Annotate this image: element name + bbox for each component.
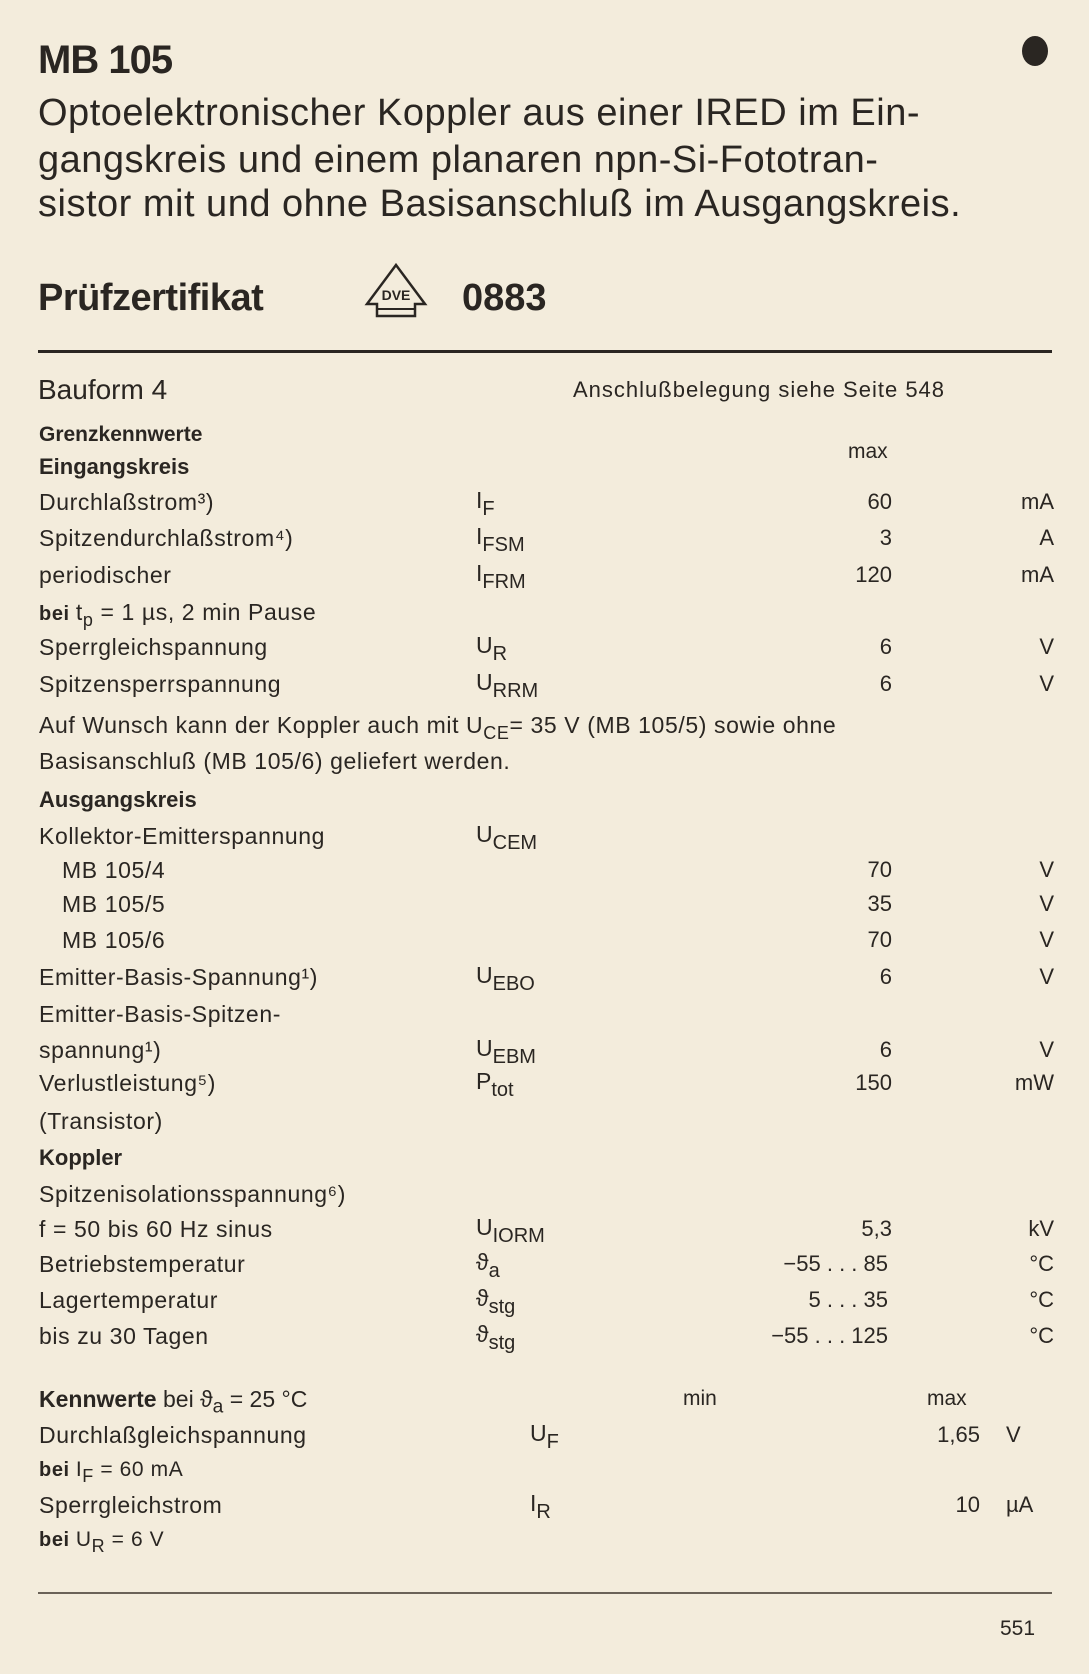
row-label: f = 50 bis 60 Hz sinus [39, 1216, 273, 1242]
symbol: UCEM [476, 821, 538, 854]
limits-heading: Grenzkennwerte [39, 423, 203, 446]
row-label: bei tp = 1 µs, 2 min Pause [39, 599, 317, 630]
max-value: −55 . . . 85 [783, 1251, 888, 1276]
max-column-header: max [848, 440, 888, 463]
page-number: 551 [1000, 1617, 1036, 1640]
max-value: 10 [955, 1492, 980, 1517]
characteristics-heading: Kennwerte bei ϑa = 25 °C [39, 1386, 308, 1418]
row-label: (Transistor) [39, 1108, 163, 1134]
description-line: sistor mit und ohne Basisanschluß im Aus… [38, 183, 962, 225]
unit: V [1039, 634, 1054, 659]
max-value: 5 . . . 35 [808, 1287, 889, 1312]
max-value: 3 [879, 525, 892, 550]
section-heading: Ausgangskreis [39, 787, 197, 812]
page-title: MB 105 [38, 38, 173, 82]
row-label: Auf Wunsch kann der Koppler auch mit UCE… [39, 712, 837, 743]
max-value: 70 [867, 857, 892, 882]
max-value: 150 [855, 1070, 892, 1095]
symbol: IFSM [476, 523, 525, 556]
symbol: UF [530, 1420, 559, 1453]
unit: A [1039, 525, 1054, 550]
max-value: 1,65 [937, 1422, 980, 1447]
symbol: UIORM [476, 1214, 545, 1247]
symbol: ϑstg [476, 1285, 516, 1318]
marker-dot-icon [1022, 36, 1048, 66]
symbol: ϑstg [476, 1321, 516, 1354]
unit: kV [1028, 1216, 1054, 1241]
divider-top [38, 350, 1052, 353]
row-label: MB 105/6 [62, 927, 166, 953]
symbol: URRM [476, 669, 539, 702]
certificate-number: 0883 [462, 277, 547, 319]
symbol: UEBO [476, 962, 535, 995]
section-heading: Koppler [39, 1145, 123, 1170]
max-value: 6 [879, 634, 892, 659]
symbol: UR [476, 632, 508, 665]
pinout-note: Anschlußbelegung siehe Seite 548 [573, 377, 946, 402]
unit: V [1039, 891, 1054, 916]
row-label: Betriebstemperatur [39, 1251, 246, 1277]
unit: µA [1006, 1492, 1034, 1517]
max-value: 6 [879, 1037, 892, 1062]
row-label: Spitzendurchlaßstrom⁴) [39, 525, 294, 551]
max-value: 6 [879, 671, 892, 696]
row-label: MB 105/4 [62, 857, 166, 883]
row-label: Spitzensperrspannung [39, 671, 282, 697]
unit: mA [1021, 562, 1054, 587]
row-label: Durchlaßstrom³) [39, 489, 215, 515]
row-label: Emitter-Basis-Spannung¹) [39, 964, 319, 990]
unit: °C [1029, 1287, 1054, 1312]
max-value: 6 [879, 964, 892, 989]
unit: mW [1014, 1070, 1054, 1095]
description-line: Optoelektronischer Koppler aus einer IRE… [38, 92, 920, 134]
unit: V [1039, 857, 1054, 882]
row-label: bis zu 30 Tagen [39, 1323, 209, 1349]
unit: V [1039, 1037, 1054, 1062]
max-value: 5,3 [861, 1216, 892, 1241]
row-label: bei IF = 60 mA [39, 1458, 184, 1486]
symbol: IR [530, 1490, 551, 1523]
symbol: ϑa [476, 1249, 500, 1282]
row-label: Spitzenisolationsspannung⁶) [39, 1181, 346, 1207]
min-column-header: min [683, 1387, 717, 1410]
certificate-label: Prüfzertifikat [38, 277, 264, 319]
symbol: IFRM [476, 560, 526, 593]
row-label: Kollektor-Emitterspannung [39, 823, 326, 849]
max-value: 70 [867, 927, 892, 952]
row-label: bei UR = 6 V [39, 1528, 165, 1556]
unit: °C [1029, 1251, 1054, 1276]
svg-text:DVE: DVE [382, 287, 411, 303]
symbol: UEBM [476, 1035, 536, 1068]
row-label: Verlustleistung⁵) [39, 1070, 216, 1096]
symbol: IF [476, 487, 495, 520]
unit: V [1039, 671, 1054, 696]
max-value: −55 . . . 125 [771, 1323, 888, 1348]
max-value: 60 [867, 489, 892, 514]
unit: V [1039, 964, 1054, 989]
unit: V [1039, 927, 1054, 952]
dve-certificate-logo: DVE [364, 262, 428, 318]
unit: V [1006, 1422, 1021, 1447]
package-type: Bauform 4 [38, 374, 168, 405]
symbol: Ptot [476, 1068, 514, 1101]
max-column-header: max [927, 1387, 967, 1410]
section-heading: Eingangskreis [39, 454, 190, 479]
row-label: Basisanschluß (MB 105/6) geliefert werde… [39, 748, 511, 774]
row-label: Emitter-Basis-Spitzen- [39, 1001, 281, 1027]
max-value: 120 [855, 562, 892, 587]
row-label: Lagertemperatur [39, 1287, 219, 1313]
description-line: gangskreis und einem planaren npn-Si-Fot… [38, 139, 879, 181]
unit: mA [1021, 489, 1054, 514]
row-label: Sperrgleichstrom [39, 1492, 223, 1518]
row-label: periodischer [39, 562, 172, 588]
max-value: 35 [867, 891, 892, 916]
row-label: MB 105/5 [62, 891, 166, 917]
divider-bottom [38, 1592, 1052, 1594]
row-label: Sperrgleichspannung [39, 634, 268, 660]
unit: °C [1029, 1323, 1054, 1348]
row-label: spannung¹) [39, 1037, 162, 1063]
row-label: Durchlaßgleichspannung [39, 1422, 307, 1448]
